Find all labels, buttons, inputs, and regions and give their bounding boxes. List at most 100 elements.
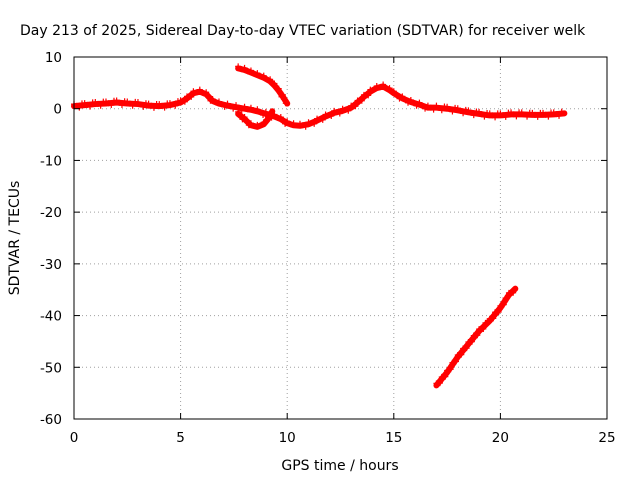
data-point — [161, 104, 168, 111]
data-point — [463, 345, 470, 352]
data-point — [413, 102, 420, 109]
data-point — [305, 119, 312, 126]
data-point — [484, 319, 491, 326]
data-point — [260, 72, 267, 79]
data-point — [556, 112, 563, 119]
data-point — [481, 113, 488, 120]
data-point — [438, 107, 445, 114]
data-point — [358, 97, 365, 104]
x-tick-label: 20 — [492, 430, 509, 446]
series-line — [235, 65, 291, 107]
y-tick-label: -30 — [40, 257, 62, 273]
data-point — [376, 84, 383, 91]
data-point — [193, 89, 200, 96]
data-point — [405, 99, 412, 106]
data-point — [196, 86, 203, 93]
data-point — [257, 122, 264, 129]
x-tick-label: 5 — [176, 430, 185, 446]
data-point — [302, 123, 309, 130]
data-layer — [71, 63, 568, 389]
data-point — [480, 325, 487, 332]
data-point — [407, 96, 414, 103]
data-series — [71, 81, 568, 130]
data-point — [150, 104, 157, 111]
data-point — [244, 106, 251, 113]
data-point — [492, 114, 499, 121]
data-point — [271, 80, 278, 87]
data-point — [502, 113, 509, 120]
data-point — [235, 108, 242, 115]
data-point — [230, 105, 237, 112]
data-point — [436, 380, 443, 387]
data-point — [241, 114, 248, 121]
data-point — [247, 67, 254, 74]
data-point — [322, 111, 329, 118]
y-tick-label: -50 — [40, 360, 62, 376]
data-point — [534, 113, 541, 120]
data-point — [495, 308, 502, 315]
data-point — [97, 102, 104, 109]
data-point — [108, 102, 115, 109]
data-point — [251, 123, 258, 130]
data-point — [243, 118, 250, 125]
data-point — [212, 99, 219, 106]
data-point — [287, 121, 294, 128]
data-point — [380, 81, 387, 88]
data-point — [244, 68, 251, 75]
data-point — [169, 101, 176, 108]
data-point — [399, 93, 406, 100]
data-point — [345, 107, 352, 114]
y-tick-label: -10 — [40, 153, 62, 169]
data-point — [215, 98, 222, 105]
data-point — [370, 86, 377, 93]
data-point — [470, 112, 477, 119]
y-axis-label: SDTVAR / TECUs — [7, 181, 23, 296]
data-point — [279, 91, 286, 98]
data-point — [218, 101, 225, 108]
data-point — [336, 110, 343, 117]
data-point — [442, 373, 449, 380]
data-point — [342, 106, 349, 113]
data-point — [325, 112, 332, 119]
data-point — [510, 289, 517, 296]
data-point — [203, 89, 210, 96]
plot-area-frame — [73, 56, 608, 420]
x-tick-label: 0 — [70, 430, 79, 446]
data-point — [430, 106, 437, 113]
data-point — [468, 338, 475, 345]
data-point — [238, 107, 245, 114]
data-point — [460, 110, 467, 117]
data-point — [419, 102, 426, 109]
data-point — [267, 76, 274, 83]
data-point — [490, 315, 497, 322]
x-tick-label: 15 — [385, 430, 402, 446]
data-point — [188, 93, 195, 100]
data-point — [504, 294, 511, 301]
data-point — [333, 109, 340, 116]
data-point — [205, 93, 212, 100]
data-point — [314, 115, 321, 122]
data-point — [140, 103, 147, 110]
data-point — [172, 102, 179, 109]
data-point — [331, 107, 338, 114]
data-point — [86, 103, 93, 110]
data-point — [558, 108, 565, 115]
y-tick-label: -60 — [40, 412, 62, 428]
data-point — [328, 113, 335, 120]
data-point — [447, 366, 454, 373]
data-point — [422, 105, 429, 112]
data-point — [237, 112, 244, 119]
data-point — [393, 91, 400, 98]
data-point — [281, 96, 288, 103]
data-point — [282, 100, 289, 107]
data-point — [284, 118, 291, 125]
data-point — [410, 99, 417, 106]
data-point — [458, 351, 465, 358]
data-point — [262, 118, 269, 125]
data-point — [513, 113, 520, 120]
data-point — [524, 113, 531, 120]
data-point — [254, 70, 261, 77]
data-point — [365, 92, 372, 99]
data-point — [129, 102, 136, 109]
data-point — [500, 301, 507, 308]
